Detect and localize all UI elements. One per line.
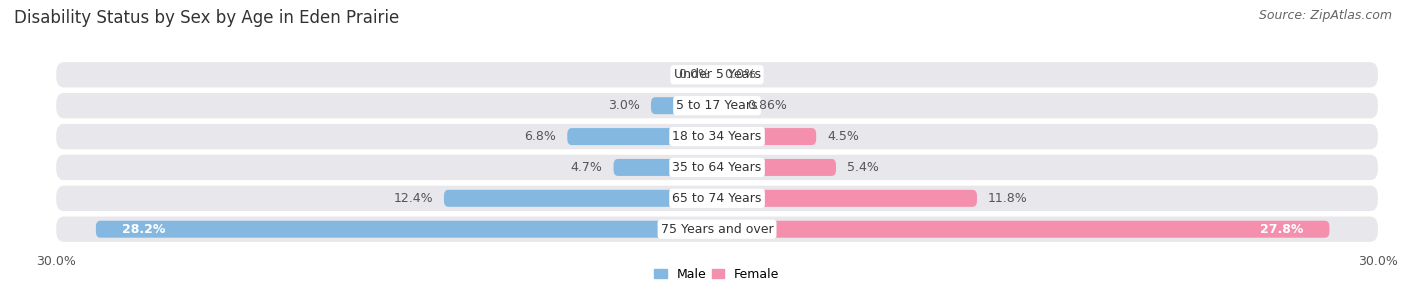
Text: Source: ZipAtlas.com: Source: ZipAtlas.com [1258, 9, 1392, 22]
Text: 4.5%: 4.5% [827, 130, 859, 143]
Text: 5 to 17 Years: 5 to 17 Years [676, 99, 758, 112]
FancyBboxPatch shape [56, 155, 1378, 180]
FancyBboxPatch shape [717, 97, 735, 114]
FancyBboxPatch shape [717, 221, 1330, 238]
Text: 28.2%: 28.2% [122, 223, 166, 236]
Text: 3.0%: 3.0% [607, 99, 640, 112]
Text: 18 to 34 Years: 18 to 34 Years [672, 130, 762, 143]
Legend: Male, Female: Male, Female [650, 263, 785, 286]
FancyBboxPatch shape [613, 159, 717, 176]
FancyBboxPatch shape [651, 97, 717, 114]
Text: 35 to 64 Years: 35 to 64 Years [672, 161, 762, 174]
FancyBboxPatch shape [717, 159, 837, 176]
Text: 6.8%: 6.8% [524, 130, 557, 143]
FancyBboxPatch shape [444, 190, 717, 207]
Text: Disability Status by Sex by Age in Eden Prairie: Disability Status by Sex by Age in Eden … [14, 9, 399, 27]
FancyBboxPatch shape [56, 62, 1378, 88]
Text: 65 to 74 Years: 65 to 74 Years [672, 192, 762, 205]
FancyBboxPatch shape [56, 186, 1378, 211]
Text: Under 5 Years: Under 5 Years [673, 68, 761, 81]
Text: 5.4%: 5.4% [846, 161, 879, 174]
FancyBboxPatch shape [717, 190, 977, 207]
Text: 4.7%: 4.7% [571, 161, 603, 174]
Text: 0.0%: 0.0% [679, 68, 710, 81]
FancyBboxPatch shape [567, 128, 717, 145]
Text: 11.8%: 11.8% [988, 192, 1028, 205]
Text: 12.4%: 12.4% [394, 192, 433, 205]
FancyBboxPatch shape [56, 124, 1378, 149]
Text: 27.8%: 27.8% [1260, 223, 1303, 236]
Text: 75 Years and over: 75 Years and over [661, 223, 773, 236]
FancyBboxPatch shape [96, 221, 717, 238]
FancyBboxPatch shape [56, 216, 1378, 242]
FancyBboxPatch shape [717, 128, 815, 145]
Text: 0.0%: 0.0% [724, 68, 755, 81]
FancyBboxPatch shape [56, 93, 1378, 118]
Text: 0.86%: 0.86% [747, 99, 787, 112]
